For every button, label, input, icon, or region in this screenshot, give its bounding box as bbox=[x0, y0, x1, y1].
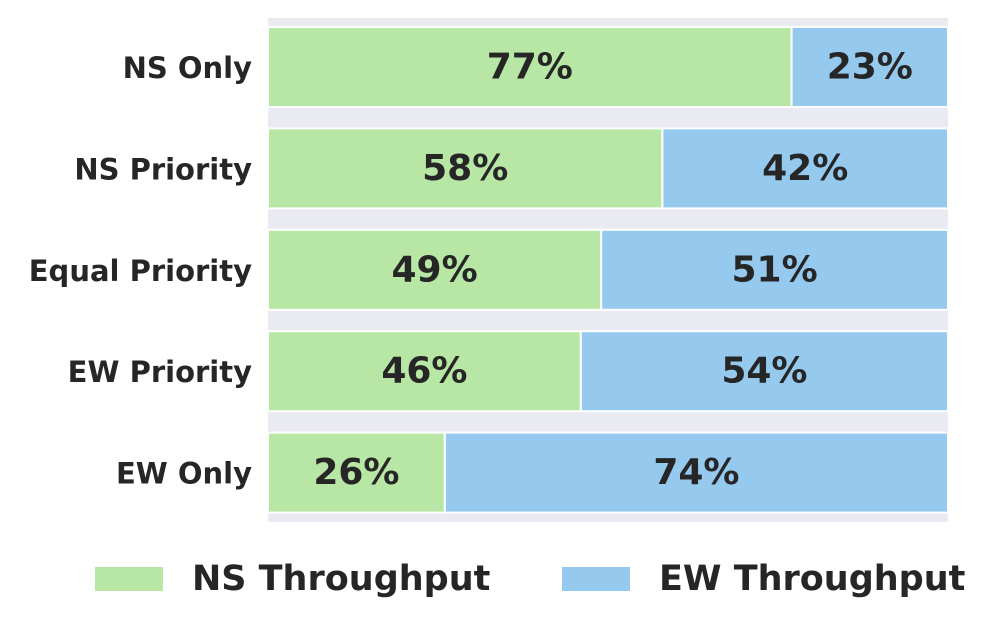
data-label-ns-throughput-ns-priority: 58% bbox=[422, 148, 508, 189]
bar-ns-throughput-ns-only bbox=[267, 26, 793, 108]
legend-swatch-ew-throughput bbox=[562, 567, 630, 591]
data-label-ns-throughput-equal-priority: 49% bbox=[392, 249, 478, 290]
legend: NS Throughput EW Throughput bbox=[95, 559, 965, 599]
bar-ns-throughput-ew-priority bbox=[267, 330, 582, 413]
category-label-equal-priority: Equal Priority bbox=[29, 254, 252, 288]
data-label-ew-throughput-ns-priority: 42% bbox=[762, 148, 848, 189]
data-label-ew-throughput-ew-priority: 54% bbox=[721, 351, 807, 392]
data-label-ew-throughput-ew-only: 74% bbox=[653, 452, 739, 493]
legend-label-ns-throughput: NS Throughput bbox=[192, 559, 490, 599]
bar-ew-throughput-ew-priority bbox=[579, 330, 949, 413]
bar-ew-throughput-ns-priority bbox=[661, 127, 950, 210]
category-label-ns-only: NS Only bbox=[123, 51, 252, 85]
legend-label-ew-throughput: EW Throughput bbox=[659, 559, 965, 599]
bars-group bbox=[267, 26, 950, 514]
category-label-ew-only: EW Only bbox=[116, 457, 252, 491]
legend-swatch-ns-throughput bbox=[95, 567, 163, 591]
category-labels-group: NS Only NS Priority Equal Priority EW Prior… bbox=[29, 51, 252, 491]
category-label-ew-priority: EW Priority bbox=[68, 355, 252, 389]
data-label-ew-throughput-ns-only: 23% bbox=[827, 47, 913, 88]
data-label-ns-throughput-ew-only: 26% bbox=[313, 452, 399, 493]
bar-ns-throughput-ew-only bbox=[267, 431, 446, 514]
category-label-ns-priority: NS Priority bbox=[74, 152, 252, 186]
bar-ew-throughput-equal-priority bbox=[600, 228, 949, 311]
bar-ew-throughput-ns-only bbox=[790, 26, 949, 108]
data-label-ns-throughput-ew-priority: 46% bbox=[381, 351, 467, 392]
bar-labels-group: 77% 23% 58% 42% 49% 51% 46% 54% 26% 74% bbox=[313, 47, 913, 494]
data-label-ns-throughput-ns-only: 77% bbox=[487, 47, 573, 88]
bar-ew-throughput-ew-only bbox=[443, 431, 949, 514]
data-label-ew-throughput-equal-priority: 51% bbox=[732, 249, 818, 290]
